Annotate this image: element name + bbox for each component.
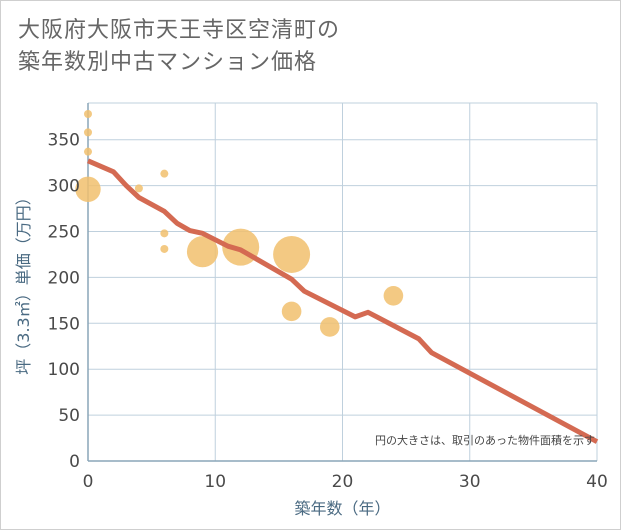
data-point — [75, 176, 101, 202]
size-legend-note: 円の大きさは、取引のあった物件面積を示す — [375, 433, 595, 447]
x-tick-label: 40 — [586, 472, 608, 492]
data-bubbles — [75, 110, 404, 337]
chart-title-line-1: 大阪府大阪市天王寺区空清町の — [18, 18, 341, 43]
y-tick-label: 250 — [48, 223, 80, 243]
x-tick-labels: 0 10 20 30 40 — [83, 472, 608, 492]
data-point — [84, 128, 92, 137]
chart-title: 大阪府大阪市天王寺区空清町の 築年数別中古マンション価格 — [18, 15, 340, 79]
x-tick-label: 20 — [332, 472, 354, 492]
x-tick-label: 10 — [204, 472, 226, 492]
data-point — [383, 285, 404, 306]
y-axis-label: 坪（3.3㎡）単価（万円） — [14, 189, 33, 374]
data-point — [134, 184, 143, 193]
data-point — [160, 229, 169, 238]
y-tick-label: 150 — [48, 314, 80, 334]
data-point — [84, 110, 92, 119]
y-tick-label: 100 — [48, 360, 80, 380]
chart-title-line-2: 築年数別中古マンション価格 — [18, 50, 318, 75]
data-point — [160, 169, 169, 178]
x-tick-label: 30 — [459, 472, 481, 492]
data-point — [281, 301, 302, 322]
y-tick-label: 0 — [69, 452, 80, 472]
y-tick-label: 50 — [58, 406, 80, 426]
data-point — [160, 244, 169, 253]
y-tick-label: 200 — [48, 268, 80, 288]
data-point — [319, 317, 340, 337]
y-tick-label: 350 — [48, 131, 80, 151]
grid-lines — [87, 102, 598, 462]
data-point — [84, 147, 92, 156]
trend-line — [87, 158, 599, 444]
y-tick-label: 300 — [48, 177, 80, 197]
x-tick-label: 0 — [83, 472, 94, 492]
y-tick-labels: 0 50 100 150 200 250 300 350 — [48, 131, 80, 472]
x-axis-label: 築年数（年） — [294, 499, 390, 518]
data-point — [273, 235, 311, 273]
data-point — [186, 236, 219, 268]
